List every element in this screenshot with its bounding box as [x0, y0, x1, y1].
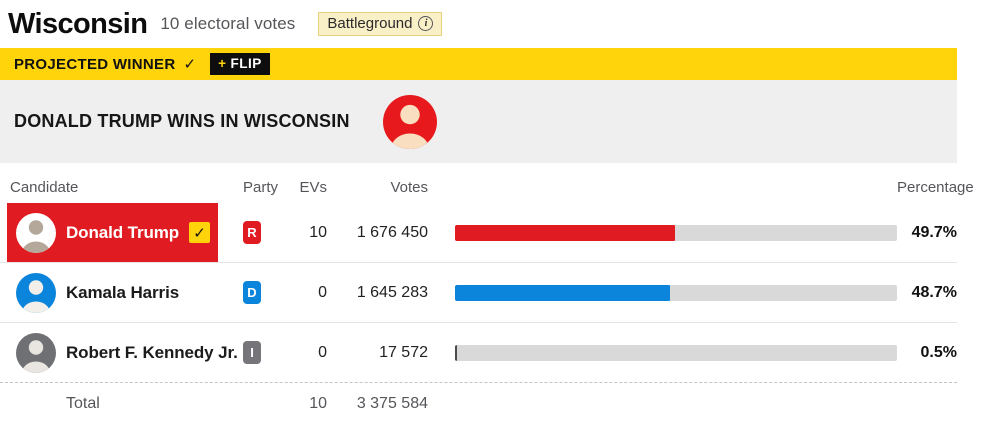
state-header: Wisconsin 10 electoral votes Battlegroun… [0, 0, 957, 41]
info-icon[interactable]: i [418, 16, 434, 31]
col-header-evs: EVs [299, 178, 327, 196]
candidate-cell: Robert F. Kennedy Jr. [7, 323, 238, 382]
winner-headline: DONALD TRUMP WINS IN WISCONSIN [14, 111, 350, 131]
candidate-name: Kamala Harris [66, 282, 180, 302]
col-header-percentage: Percentage [897, 178, 974, 196]
candidate-name: Robert F. Kennedy Jr. [66, 342, 238, 362]
total-evs: 10 [309, 395, 327, 412]
candidate-avatar [16, 332, 56, 373]
person-silhouette-icon [22, 339, 50, 373]
votes-value: 1 645 283 [356, 283, 428, 301]
battleground-label: Battleground [327, 15, 413, 32]
winner-avatar [382, 94, 437, 149]
votes-value: 1 676 450 [356, 223, 428, 241]
battleground-badge: Battleground i [318, 12, 443, 36]
flip-label: FLIP [230, 56, 262, 71]
col-header-votes: Votes [390, 178, 428, 196]
party-badge: D [243, 281, 261, 304]
flip-badge: + FLIP [210, 53, 270, 75]
vote-share-bar-fill [455, 284, 671, 301]
evs-value: 10 [309, 223, 327, 241]
electoral-votes-label: 10 electoral votes [160, 14, 296, 33]
person-silhouette-icon [22, 279, 50, 313]
total-votes: 3 375 584 [356, 395, 428, 412]
total-row: Total 10 3 375 584 [0, 383, 957, 425]
evs-value: 0 [318, 343, 327, 361]
total-label: Total [66, 395, 100, 412]
check-icon: ✓ [183, 56, 197, 73]
percentage-value: 49.7% [911, 223, 957, 241]
candidate-avatar [16, 212, 56, 253]
winner-banner: DONALD TRUMP WINS IN WISCONSIN [0, 80, 957, 163]
winner-checkbox-icon: ✓ [189, 222, 211, 243]
party-badge: R [243, 221, 261, 244]
projected-winner-bar: PROJECTED WINNER ✓ + FLIP [0, 48, 957, 80]
table-row-robert-f-kennedy-jr: Robert F. Kennedy Jr. I 0 17 572 0.5% [0, 323, 957, 383]
state-title: Wisconsin [8, 7, 148, 40]
table-header-row: Candidate Party EVs Votes Percentage [0, 171, 974, 203]
vote-share-bar-track [455, 224, 897, 241]
person-silhouette-icon [22, 219, 50, 253]
results-table: Candidate Party EVs Votes Percentage Don… [0, 171, 974, 425]
votes-value: 17 572 [379, 343, 428, 361]
plus-icon: + [218, 56, 227, 71]
vote-share-bar-track [455, 284, 897, 301]
candidate-name: Donald Trump [66, 222, 180, 242]
vote-share-bar-fill [455, 344, 458, 361]
percentage-value: 48.7% [911, 283, 957, 301]
percentage-value: 0.5% [920, 343, 957, 361]
candidate-avatar [16, 272, 56, 313]
candidate-cell: Kamala Harris [7, 263, 218, 322]
vote-share-bar-fill [455, 224, 675, 241]
vote-share-bar-track [455, 344, 897, 361]
evs-value: 0 [318, 283, 327, 301]
projected-winner-label: PROJECTED WINNER [14, 55, 176, 73]
col-header-party: Party [243, 178, 279, 196]
table-row-donald-trump: Donald Trump ✓ R 10 1 676 450 49.7% [0, 203, 957, 263]
party-badge: I [243, 341, 261, 364]
candidate-cell: Donald Trump ✓ [7, 203, 218, 262]
col-header-candidate: Candidate [10, 178, 79, 196]
person-silhouette-icon [390, 104, 429, 149]
table-row-kamala-harris: Kamala Harris D 0 1 645 283 48.7% [0, 263, 957, 323]
